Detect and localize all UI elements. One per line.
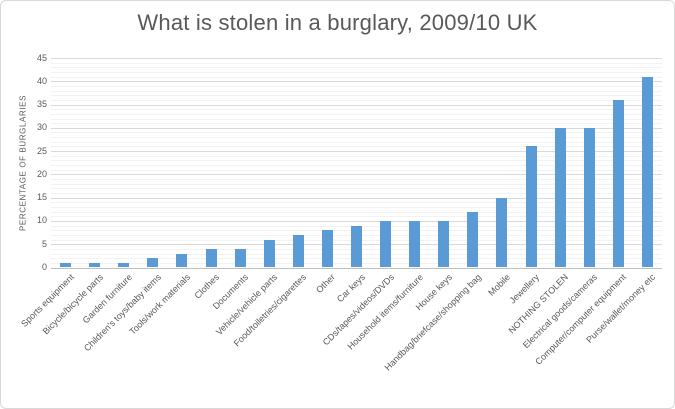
- major-gridline: [51, 197, 662, 199]
- bar: [147, 258, 159, 268]
- y-axis-tick-label: 35: [36, 99, 47, 110]
- minor-gridline: [51, 183, 662, 185]
- bar: [60, 262, 72, 268]
- bar: [118, 262, 130, 268]
- bar: [438, 220, 450, 268]
- minor-gridline: [51, 188, 662, 190]
- major-gridline: [51, 174, 662, 176]
- bar: [641, 76, 653, 268]
- y-axis-tick-label: 10: [36, 215, 47, 226]
- major-gridline: [51, 220, 662, 222]
- bar: [525, 146, 537, 268]
- y-axis-tick-label: 30: [36, 122, 47, 133]
- minor-gridline: [51, 202, 662, 204]
- major-gridline: [51, 151, 662, 153]
- bar: [234, 248, 246, 268]
- minor-gridline: [51, 67, 662, 69]
- bar: [380, 220, 392, 268]
- minor-gridline: [51, 211, 662, 213]
- y-axis-tick-label: 25: [36, 145, 47, 156]
- minor-gridline: [51, 109, 662, 111]
- bar: [554, 127, 566, 268]
- minor-gridline: [51, 62, 662, 64]
- bar: [409, 220, 421, 268]
- minor-gridline: [51, 90, 662, 92]
- minor-gridline: [51, 155, 662, 157]
- bar: [292, 234, 304, 268]
- bar: [612, 99, 624, 268]
- minor-gridline: [51, 123, 662, 125]
- minor-gridline: [51, 113, 662, 115]
- chart-title: What is stolen in a burglary, 2009/10 UK: [137, 10, 538, 35]
- minor-gridline: [51, 169, 662, 171]
- bar: [467, 211, 479, 268]
- minor-gridline: [51, 95, 662, 97]
- bar: [583, 127, 595, 268]
- minor-gridline: [51, 141, 662, 143]
- minor-gridline: [51, 118, 662, 120]
- major-gridline: [51, 58, 662, 59]
- bar: [205, 248, 217, 268]
- bar: [89, 262, 101, 268]
- minor-gridline: [51, 76, 662, 78]
- y-axis-title: PERCENTAGE OF BURGLARIES: [18, 94, 28, 232]
- minor-gridline: [51, 160, 662, 162]
- bar: [321, 230, 333, 268]
- minor-gridline: [51, 165, 662, 167]
- y-axis-tick-label: 40: [36, 75, 47, 86]
- y-axis-tick-label: 20: [36, 168, 47, 179]
- minor-gridline: [51, 71, 662, 73]
- bar: [351, 225, 362, 268]
- major-gridline: [51, 127, 662, 129]
- bar: [176, 253, 188, 268]
- major-gridline: [51, 81, 662, 83]
- x-axis-line: [51, 267, 662, 269]
- minor-gridline: [51, 216, 662, 218]
- minor-gridline: [51, 193, 662, 194]
- y-axis-tick-label: 45: [36, 52, 47, 63]
- minor-gridline: [51, 85, 662, 87]
- bar: [263, 239, 275, 268]
- minor-gridline: [51, 137, 662, 139]
- y-axis-tick-label: 5: [41, 238, 47, 249]
- minor-gridline: [51, 206, 662, 208]
- bar: [496, 197, 508, 268]
- minor-gridline: [51, 179, 662, 181]
- major-gridline: [51, 104, 662, 106]
- minor-gridline: [51, 99, 662, 101]
- y-axis-tick-label: 0: [41, 262, 47, 272]
- minor-gridline: [51, 146, 662, 148]
- y-axis-tick-label: 15: [36, 192, 47, 203]
- minor-gridline: [51, 132, 662, 134]
